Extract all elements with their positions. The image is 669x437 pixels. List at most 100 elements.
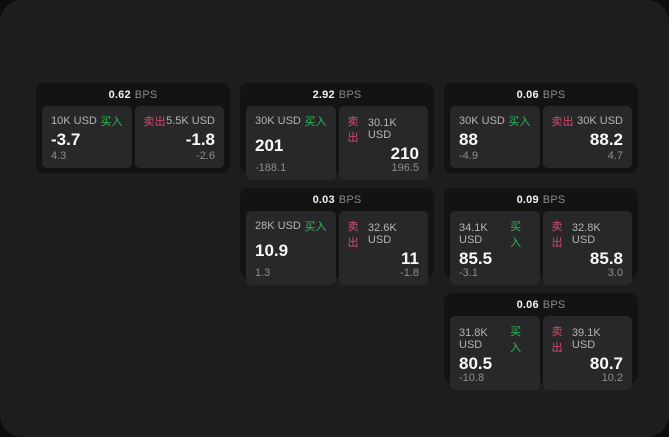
buy-side-label: 买入 xyxy=(100,116,123,128)
sell-price: 88.2 xyxy=(589,130,623,149)
buy-price: 88 xyxy=(459,130,478,149)
sell-amount: 32.6K USD xyxy=(367,222,397,246)
buy-side-label: 买入 xyxy=(510,326,522,354)
quote-card-body: 31.8K USD 买入 80.5 -10.8 卖出 39.1K USD 80.… xyxy=(444,316,638,395)
sell-side-label: 卖出 xyxy=(551,221,563,249)
sell-side-label: 卖出 xyxy=(551,116,574,128)
bps-unit-label: BPS xyxy=(338,193,362,206)
buy-panel[interactable]: 30K USD 买入 201 -188.1 xyxy=(246,106,336,180)
sell-delta: 3.0 xyxy=(607,267,623,279)
sell-price: 85.8 xyxy=(589,249,623,268)
sell-panel[interactable]: 卖出 32.6K USD 11 -1.8 xyxy=(338,211,428,285)
buy-amount: 30K USD xyxy=(255,115,301,127)
bps-header: 0.06 BPS xyxy=(444,293,638,316)
bps-unit-label: BPS xyxy=(542,88,566,101)
bps-value: 0.62 xyxy=(108,88,131,101)
buy-panel[interactable]: 28K USD 买入 10.9 1.3 xyxy=(246,211,336,285)
buy-delta: -10.8 xyxy=(459,372,485,384)
buy-panel[interactable]: 10K USD 买入 -3.7 4.3 xyxy=(42,106,132,168)
buy-panel-top: 30K USD 买入 xyxy=(459,113,531,129)
quote-card-body: 28K USD 买入 10.9 1.3 卖出 32.6K USD 11 -1.8 xyxy=(240,211,434,290)
buy-price: 201 xyxy=(255,136,284,155)
quote-card: 0.06 BPS 31.8K USD 买入 80.5 -10.8 卖出 39.1… xyxy=(444,293,638,390)
bps-value: 2.92 xyxy=(312,88,335,101)
quote-card: 0.06 BPS 30K USD 买入 88 -4.9 卖出 30K USD xyxy=(444,83,638,173)
quote-card: 2.92 BPS 30K USD 买入 201 -188.1 卖出 30.1K … xyxy=(240,83,434,180)
sell-price: 11 xyxy=(401,249,419,268)
sell-amount: 32.8K USD xyxy=(571,222,601,246)
buy-amount: 31.8K USD xyxy=(459,327,488,351)
sell-delta: 4.7 xyxy=(607,150,623,162)
sell-side-label: 卖出 xyxy=(143,116,166,128)
bps-value: 0.09 xyxy=(516,193,539,206)
buy-delta: 1.3 xyxy=(255,267,271,279)
quote-card-body: 30K USD 买入 88 -4.9 卖出 30K USD 88.2 4.7 xyxy=(444,106,638,173)
buy-panel-top: 31.8K USD 买入 xyxy=(459,323,531,355)
bps-header: 0.09 BPS xyxy=(444,188,638,211)
sell-delta: 10.2 xyxy=(601,372,623,384)
sell-panel[interactable]: 卖出 5.5K USD -1.8 -2.6 xyxy=(134,106,224,168)
sell-side-label: 卖出 xyxy=(347,116,359,144)
sell-panel[interactable]: 卖出 30.1K USD 210 196.5 xyxy=(338,106,428,180)
buy-panel-top: 30K USD 买入 xyxy=(255,113,327,129)
buy-delta: -4.9 xyxy=(459,150,478,162)
quote-card: 0.62 BPS 10K USD 买入 -3.7 4.3 卖出 5.5K USD xyxy=(36,83,230,173)
buy-panel-top: 34.1K USD 买入 xyxy=(459,218,531,250)
sell-panel-top: 卖出 32.8K USD xyxy=(552,218,624,250)
buy-delta: -188.1 xyxy=(255,162,287,174)
quote-card: 0.09 BPS 34.1K USD 买入 85.5 -3.1 卖出 32.8K… xyxy=(444,188,638,285)
sell-side-label: 卖出 xyxy=(347,221,359,249)
sell-panel-top: 卖出 30K USD xyxy=(552,113,624,129)
buy-panel[interactable]: 31.8K USD 买入 80.5 -10.8 xyxy=(450,316,540,390)
buy-amount: 34.1K USD xyxy=(459,222,488,246)
bps-value: 0.06 xyxy=(516,88,539,101)
sell-panel[interactable]: 卖出 39.1K USD 80.7 10.2 xyxy=(542,316,632,390)
bps-header: 0.62 BPS xyxy=(36,83,230,106)
sell-amount: 30K USD xyxy=(577,115,623,127)
sell-panel-top: 卖出 39.1K USD xyxy=(552,323,624,355)
buy-panel-top: 28K USD 买入 xyxy=(255,218,327,234)
buy-panel-top: 10K USD 买入 xyxy=(51,113,123,129)
buy-side-label: 买入 xyxy=(510,221,522,249)
bps-value: 0.06 xyxy=(516,298,539,311)
bps-unit-label: BPS xyxy=(542,298,566,311)
bps-header: 0.06 BPS xyxy=(444,83,638,106)
sell-panel[interactable]: 卖出 30K USD 88.2 4.7 xyxy=(542,106,632,168)
bps-header: 2.92 BPS xyxy=(240,83,434,106)
sell-price: -1.8 xyxy=(185,130,215,149)
sell-panel[interactable]: 卖出 32.8K USD 85.8 3.0 xyxy=(542,211,632,285)
sell-amount: 30.1K USD xyxy=(367,117,397,141)
quote-card-body: 34.1K USD 买入 85.5 -3.1 卖出 32.8K USD 85.8… xyxy=(444,211,638,290)
buy-side-label: 买入 xyxy=(304,221,327,233)
bps-unit-label: BPS xyxy=(338,88,362,101)
quote-board-grid: 0.62 BPS 10K USD 买入 -3.7 4.3 卖出 5.5K USD xyxy=(36,83,638,390)
buy-side-label: 买入 xyxy=(304,116,327,128)
sell-delta: -1.8 xyxy=(400,267,419,279)
buy-amount: 30K USD xyxy=(459,115,505,127)
buy-side-label: 买入 xyxy=(508,116,531,128)
sell-amount: 39.1K USD xyxy=(571,327,601,351)
sell-panel-top: 卖出 5.5K USD xyxy=(144,113,216,129)
quote-card: 0.03 BPS 28K USD 买入 10.9 1.3 卖出 32.6K US… xyxy=(240,188,434,285)
buy-panel[interactable]: 30K USD 买入 88 -4.9 xyxy=(450,106,540,168)
quote-card-body: 10K USD 买入 -3.7 4.3 卖出 5.5K USD -1.8 -2.… xyxy=(36,106,230,173)
buy-price: 80.5 xyxy=(459,354,493,373)
sell-delta: -2.6 xyxy=(196,150,215,162)
bps-header: 0.03 BPS xyxy=(240,188,434,211)
bps-unit-label: BPS xyxy=(542,193,566,206)
buy-amount: 10K USD xyxy=(51,115,97,127)
bps-unit-label: BPS xyxy=(134,88,158,101)
buy-price: -3.7 xyxy=(51,130,81,149)
quote-card-body: 30K USD 买入 201 -188.1 卖出 30.1K USD 210 1… xyxy=(240,106,434,185)
buy-panel[interactable]: 34.1K USD 买入 85.5 -3.1 xyxy=(450,211,540,285)
buy-delta: -3.1 xyxy=(459,267,478,279)
buy-price: 10.9 xyxy=(255,241,289,260)
sell-price: 210 xyxy=(390,144,419,163)
buy-amount: 28K USD xyxy=(255,220,301,232)
sell-panel-top: 卖出 32.6K USD xyxy=(348,218,420,250)
sell-price: 80.7 xyxy=(589,354,623,373)
buy-price: 85.5 xyxy=(459,249,493,268)
sell-side-label: 卖出 xyxy=(551,326,563,354)
buy-delta: 4.3 xyxy=(51,150,67,162)
